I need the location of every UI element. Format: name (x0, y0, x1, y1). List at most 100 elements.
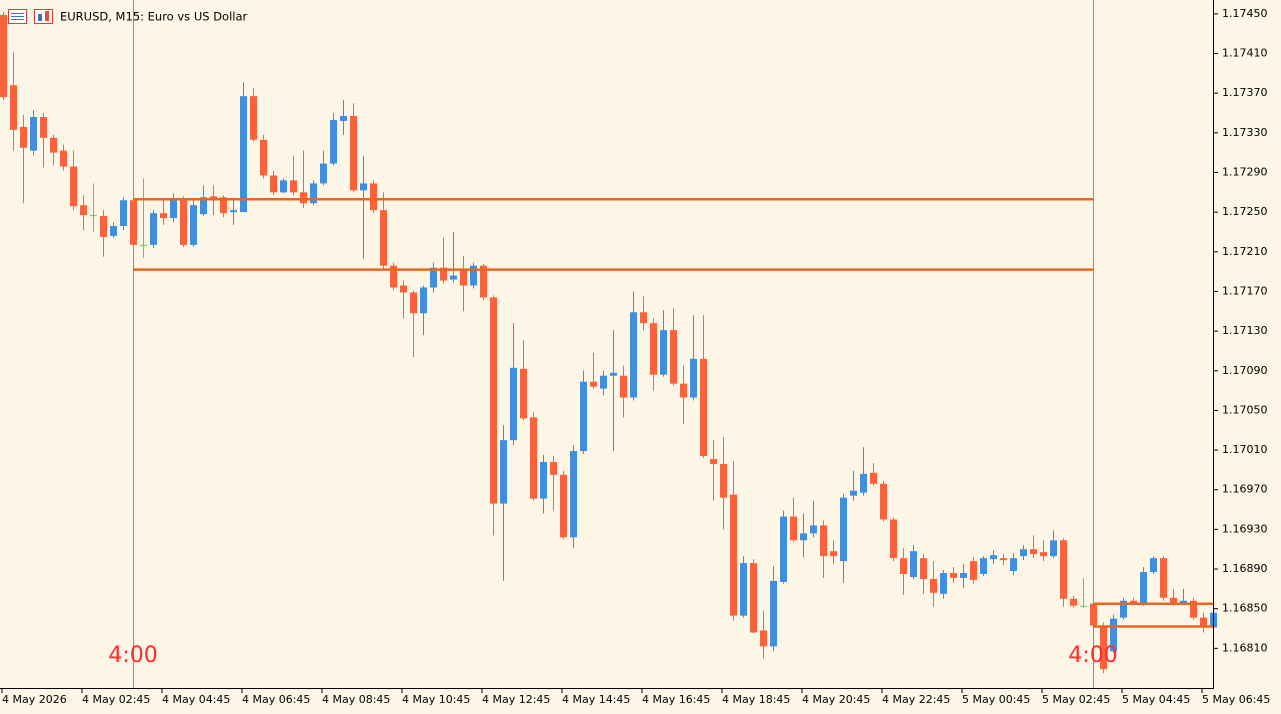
candle-body (750, 563, 757, 633)
y-tick-label: 1.17170 (1222, 284, 1268, 297)
candle-body (0, 14, 7, 98)
candle-body (200, 197, 207, 215)
candle-body (410, 292, 417, 314)
candle-body (1180, 600, 1187, 603)
candle-body (600, 375, 607, 389)
candle-body (580, 381, 587, 452)
candle-body (120, 200, 127, 227)
candle-body (870, 472, 877, 484)
y-tick-label: 1.17250 (1222, 205, 1268, 218)
y-tick-label: 1.17410 (1222, 47, 1268, 60)
candle-body (100, 216, 107, 237)
candle-body (590, 381, 597, 387)
candle-body (260, 139, 267, 176)
candle-body (830, 551, 837, 557)
candle-body (850, 490, 857, 496)
y-tick-label: 1.17090 (1222, 364, 1268, 377)
x-tick-label: 4 May 08:45 (322, 693, 390, 706)
x-tick-label: 4 May 18:45 (722, 693, 790, 706)
y-tick-label: 1.16970 (1222, 483, 1268, 496)
candle-body (810, 525, 817, 534)
candle-body (530, 417, 537, 499)
candle-body (400, 285, 407, 293)
candle-body (900, 558, 907, 574)
candle-body (610, 372, 617, 376)
candle-body (620, 375, 627, 398)
x-tick-label: 4 May 14:45 (562, 693, 630, 706)
y-tick-label: 1.16930 (1222, 522, 1268, 535)
y-tick-label: 1.16810 (1222, 641, 1268, 654)
candle-body (1060, 540, 1067, 599)
candle-body (740, 563, 747, 616)
candle-body (860, 473, 867, 493)
candle-body (970, 561, 977, 580)
x-tick-label: 4 May 2026 (2, 693, 67, 706)
candle-body (640, 312, 647, 324)
candle-body (500, 440, 507, 504)
candle-body (170, 200, 177, 219)
y-tick-label: 1.17130 (1222, 324, 1268, 337)
candle-body (800, 533, 807, 541)
y-tick-label: 1.16850 (1222, 602, 1268, 615)
candle-body (290, 180, 297, 193)
y-tick-label: 1.17450 (1222, 7, 1268, 20)
candle-body (630, 312, 637, 398)
candle-body (550, 461, 557, 475)
candle-body (430, 267, 437, 288)
plot (0, 0, 1217, 688)
candle-body (20, 126, 27, 148)
candle-body (380, 210, 387, 266)
candle-body (840, 497, 847, 562)
x-tick-label: 5 May 04:45 (1122, 693, 1190, 706)
session-label: 4:00 (108, 643, 157, 668)
y-tick-label: 1.17370 (1222, 86, 1268, 99)
x-tick-label: 4 May 12:45 (482, 693, 550, 706)
candle-body (1030, 549, 1037, 555)
y-tick-label: 1.17050 (1222, 403, 1268, 416)
candle-body (440, 267, 447, 281)
candle-body (570, 451, 577, 538)
candle-body (1140, 572, 1147, 603)
candle-body (480, 265, 487, 298)
candle-body (770, 580, 777, 647)
candle-body (130, 200, 137, 245)
candle-body (650, 323, 657, 375)
candle-body (720, 463, 727, 498)
candle-body (70, 166, 77, 207)
candle-body (990, 555, 997, 560)
candle-body (1190, 600, 1197, 618)
candle-body (980, 558, 987, 574)
candle-body (190, 205, 197, 245)
candle-body (1080, 605, 1087, 607)
candle-body (420, 287, 427, 314)
session-label: 4:00 (1068, 643, 1117, 668)
candle-body (1150, 558, 1157, 573)
candle-body (1160, 558, 1167, 598)
y-tick-label: 1.17010 (1222, 443, 1268, 456)
candle-body (30, 116, 37, 151)
candle-body (1130, 600, 1137, 603)
candle-body (760, 630, 767, 647)
y-tick-label: 1.17290 (1222, 165, 1268, 178)
candle-body (520, 368, 527, 419)
candle-body (670, 330, 677, 384)
candle-body (890, 519, 897, 559)
candle-body (730, 494, 737, 616)
candle-body (950, 573, 957, 578)
y-tick-label: 1.17330 (1222, 126, 1268, 139)
candle-body (820, 525, 827, 557)
candle-body (140, 244, 147, 246)
candle-body (1010, 558, 1017, 572)
candle-body (1040, 552, 1047, 557)
x-tick-label: 4 May 10:45 (402, 693, 470, 706)
x-tick-label: 5 May 00:45 (962, 693, 1030, 706)
x-tick-label: 5 May 02:45 (1042, 693, 1110, 706)
candle-body (360, 183, 367, 191)
candle-body (690, 358, 697, 398)
candle-body (1110, 618, 1117, 652)
y-tick-label: 1.16890 (1222, 562, 1268, 575)
candle-body (1050, 540, 1057, 557)
candle-body (660, 330, 667, 375)
candle-body (1120, 600, 1127, 618)
